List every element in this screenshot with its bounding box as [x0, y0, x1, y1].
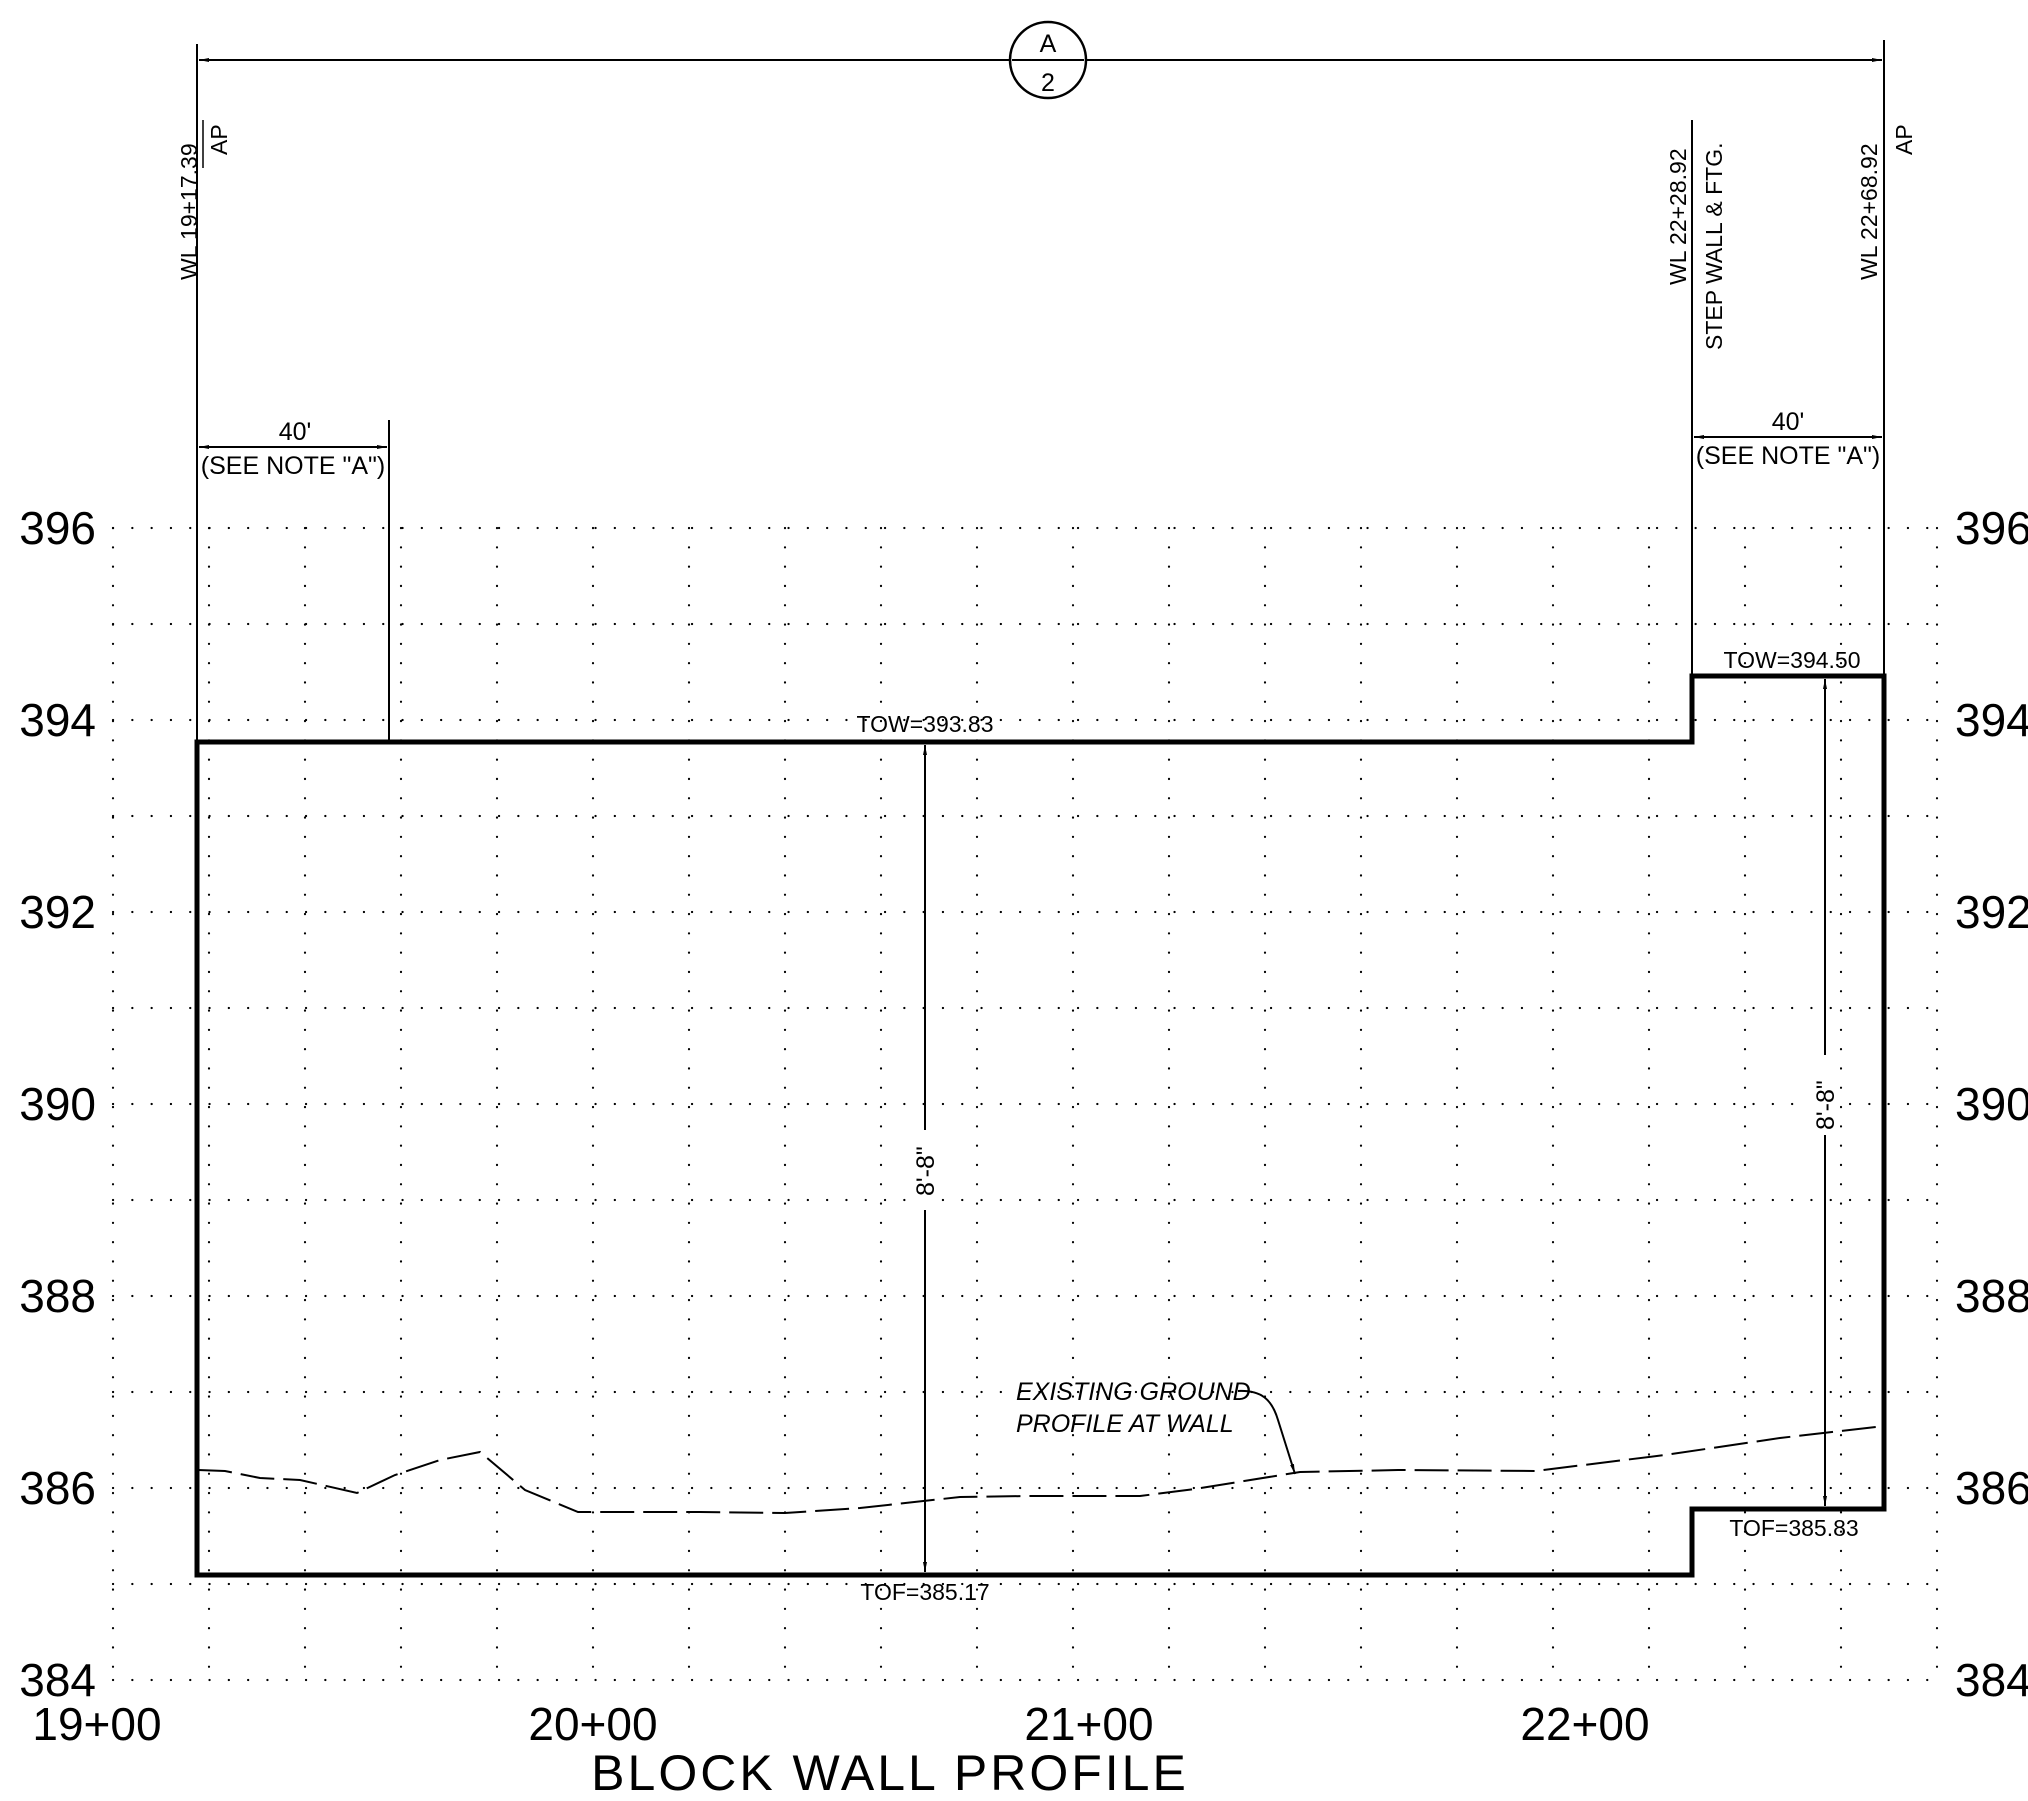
- tow-main-label: TOW=393.83: [856, 711, 993, 737]
- elevation-labels-left: 396 394 392 390 388 386 384: [19, 502, 96, 1706]
- tof-step-label: TOF=385.83: [1729, 1515, 1858, 1541]
- elevation-label-left: 392: [19, 886, 96, 938]
- overall-dimension: [196, 40, 1885, 742]
- drawing-title: BLOCK WALL PROFILE: [591, 1745, 1189, 1801]
- elevation-label-right: 390: [1955, 1078, 2028, 1130]
- dotted-grid: [111, 526, 1947, 1682]
- callout-step-note: STEP WALL & FTG.: [1701, 143, 1727, 350]
- tof-main-label: TOF=385.17: [860, 1579, 989, 1605]
- ground-profile-callout: EXISTING GROUND PROFILE AT WALL: [1016, 1378, 1296, 1475]
- height-dimension-right: 8'-8": [1810, 679, 1840, 1506]
- ground-label-line1: EXISTING GROUND: [1016, 1378, 1251, 1406]
- elevation-tags: TOW=393.83 TOW=394.50 TOF=385.17 TOF=385…: [856, 647, 1860, 1605]
- left-40ft-dimension: 40' (SEE NOTE "A"): [199, 418, 390, 742]
- wall-outline: [194, 673, 1887, 1578]
- section-marker: A 2: [1008, 20, 1088, 100]
- tow-step-label: TOW=394.50: [1723, 647, 1860, 673]
- elevation-label-left: 388: [19, 1270, 96, 1322]
- height-left-label: 8'-8": [912, 1146, 940, 1196]
- left-dim-length: 40': [279, 418, 312, 446]
- callout-right-ap: AP: [1891, 124, 1917, 155]
- callout-left-wl: WL 19+17.39: [176, 143, 202, 280]
- callout-step-wl: WL 22+28.92: [1665, 148, 1691, 285]
- elevation-label-right: 394: [1955, 694, 2028, 746]
- elevation-label-right: 388: [1955, 1270, 2028, 1322]
- station-callouts: WL 19+17.39 AP WL 22+28.92 STEP WALL & F…: [176, 120, 1917, 730]
- elevation-label-right: 396: [1955, 502, 2028, 554]
- station-label: 21+00: [1024, 1698, 1153, 1750]
- height-right-label: 8'-8": [1812, 1080, 1840, 1130]
- elevation-label-right: 384: [1955, 1654, 2028, 1706]
- elevation-label-right: 392: [1955, 886, 2028, 938]
- height-dimension-left: 8'-8": [910, 745, 940, 1572]
- elevation-label-left: 394: [19, 694, 96, 746]
- existing-ground-profile: [197, 1425, 1885, 1515]
- station-label: 19+00: [32, 1698, 161, 1750]
- callout-right-wl: WL 22+68.92: [1856, 143, 1882, 280]
- elevation-label-left: 396: [19, 502, 96, 554]
- callout-left-ap: AP: [206, 124, 232, 155]
- section-marker-bottom: 2: [1041, 69, 1055, 97]
- right-dim-length: 40': [1772, 408, 1805, 436]
- elevation-label-left: 386: [19, 1462, 96, 1514]
- station-label: 20+00: [528, 1698, 657, 1750]
- ground-label-line2: PROFILE AT WALL: [1016, 1410, 1234, 1438]
- station-label: 22+00: [1520, 1698, 1649, 1750]
- right-dim-note: (SEE NOTE "A"): [1696, 442, 1880, 470]
- elevation-label-left: 384: [19, 1654, 96, 1706]
- elevation-label-left: 390: [19, 1078, 96, 1130]
- elevation-labels-right: 396 394 392 390 388 386 384: [1955, 502, 2028, 1706]
- station-labels: 19+00 20+00 21+00 22+00: [32, 1698, 1649, 1750]
- right-40ft-dimension: 40' (SEE NOTE "A"): [1694, 408, 1882, 470]
- elevation-label-right: 386: [1955, 1462, 2028, 1514]
- left-dim-note: (SEE NOTE "A"): [201, 452, 385, 480]
- section-marker-top: A: [1040, 30, 1057, 58]
